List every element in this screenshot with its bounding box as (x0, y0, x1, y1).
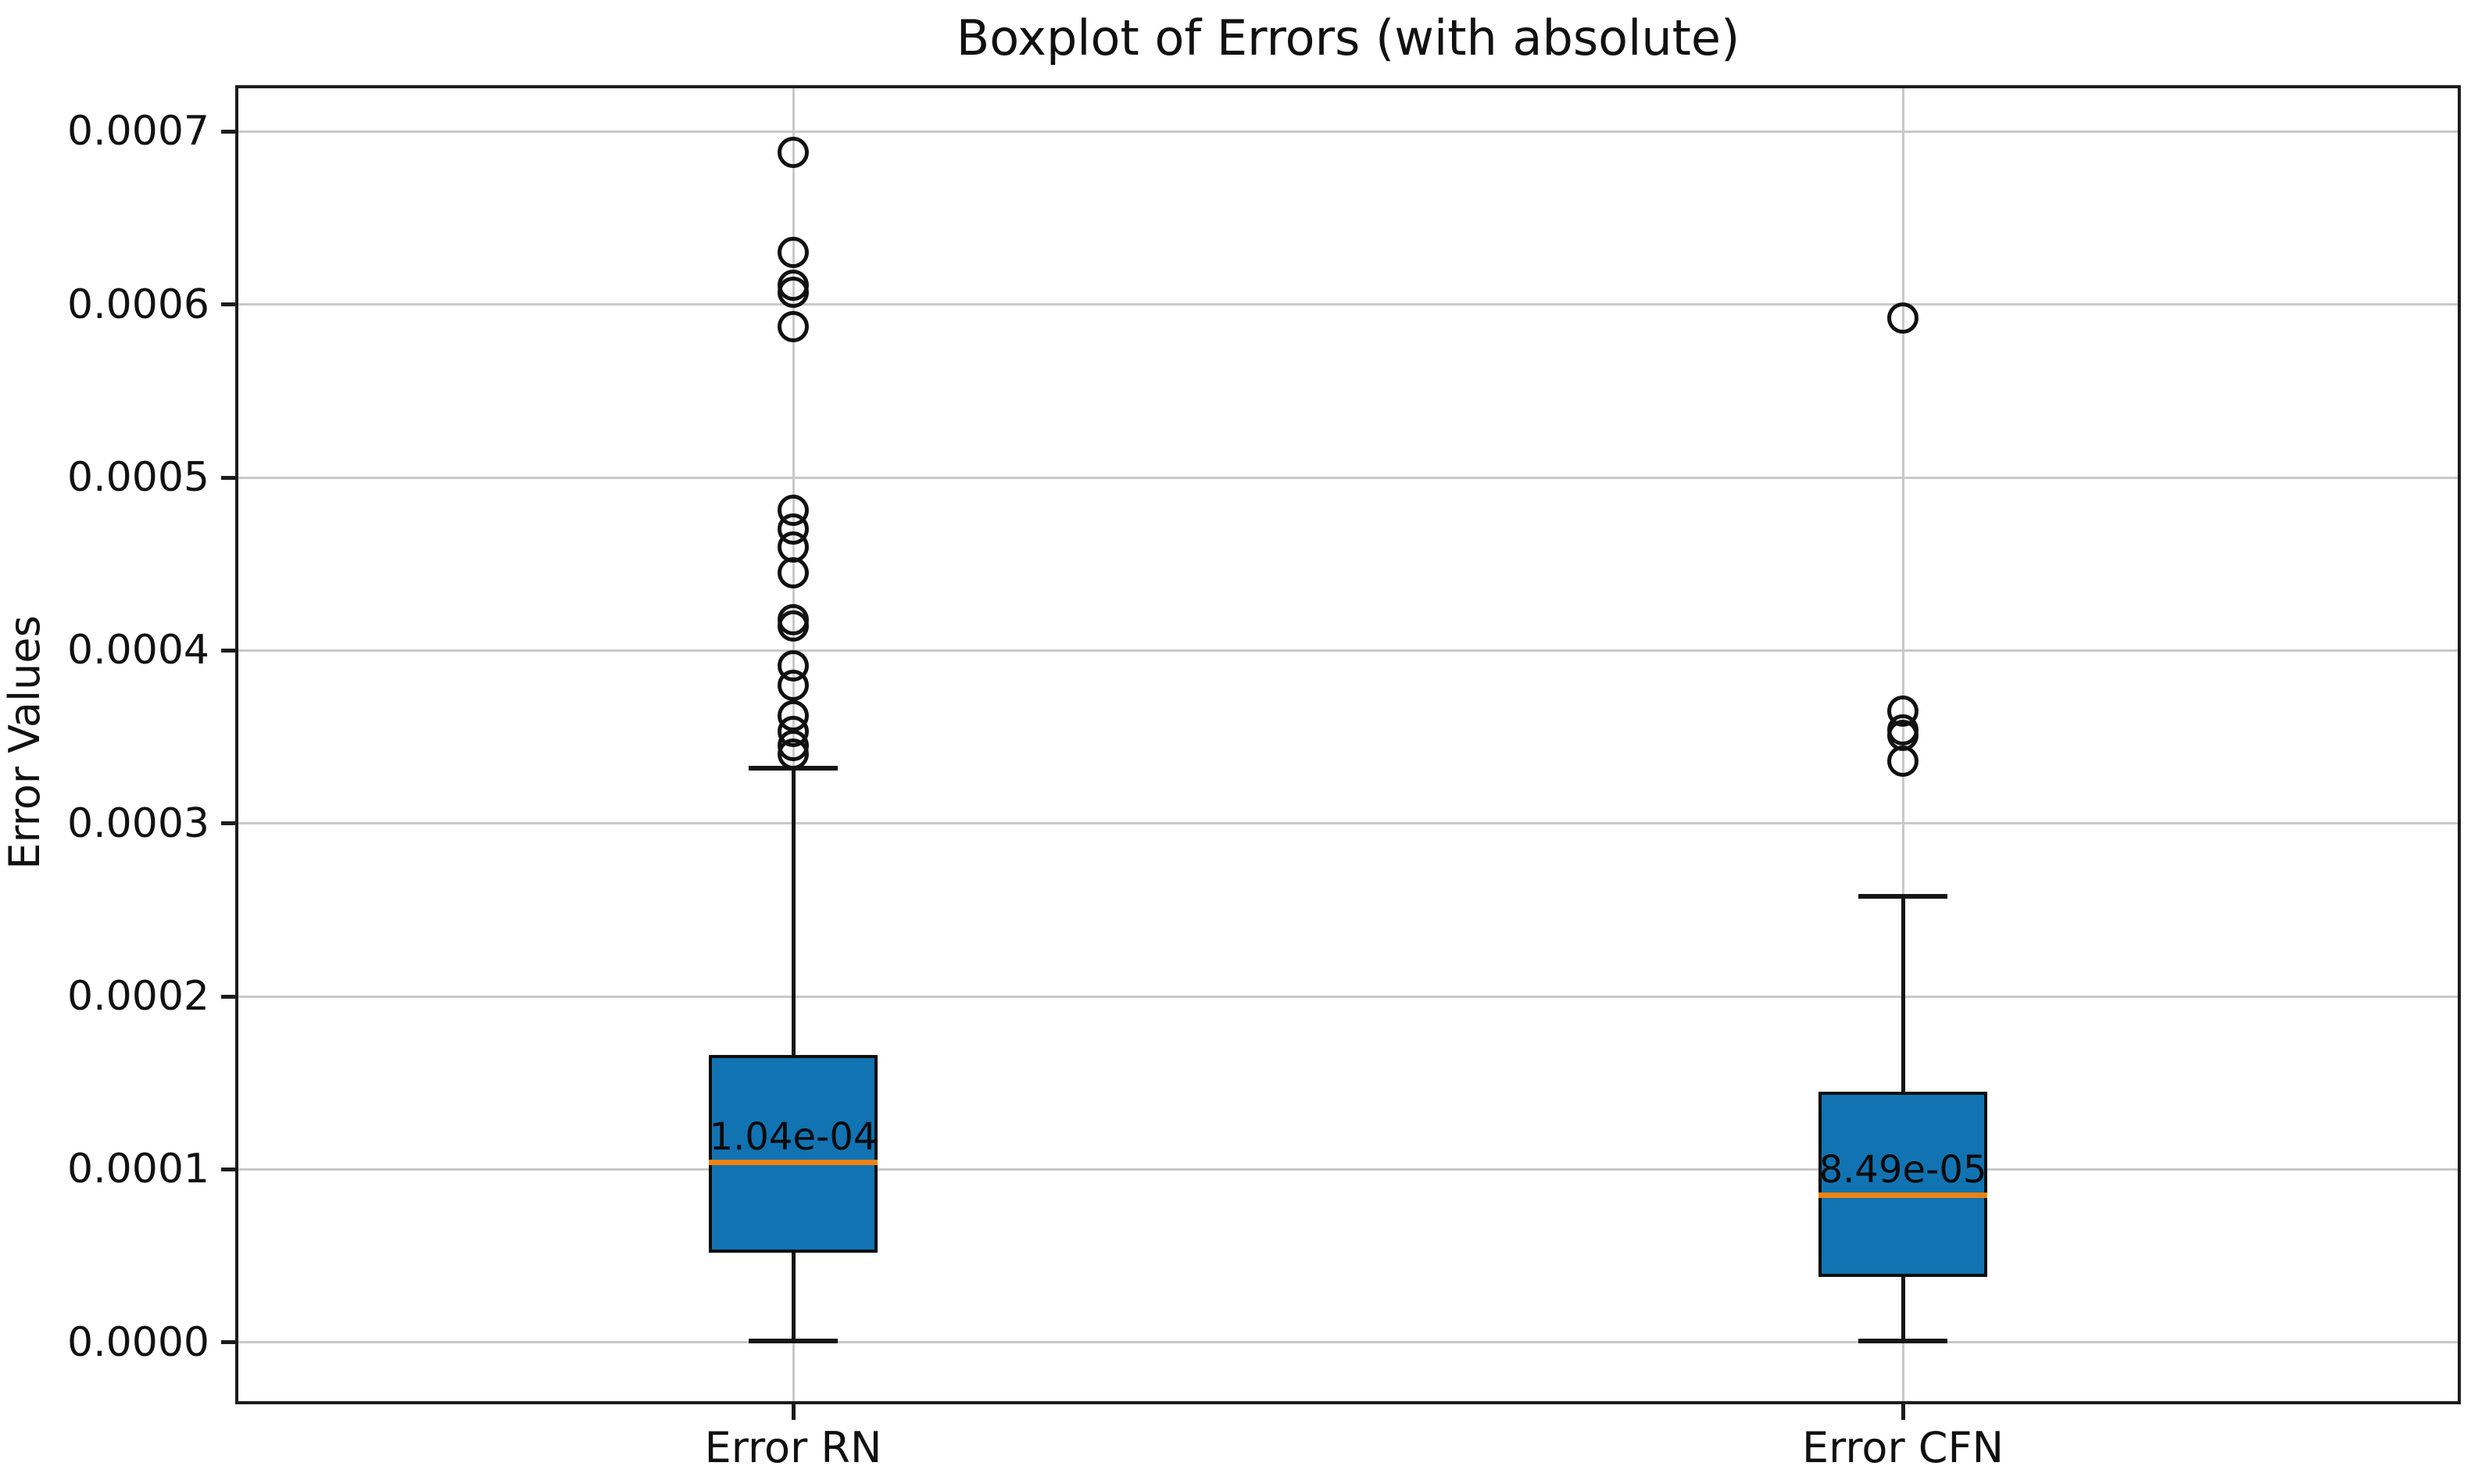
y-tick-mark (221, 1167, 238, 1171)
y-gridline (238, 476, 2458, 479)
chart-title: Boxplot of Errors (with absolute) (956, 9, 1740, 66)
y-tick-label: 0.0006 (67, 281, 209, 328)
median-annotation: 1.04e-04 (709, 1114, 878, 1159)
y-tick-label: 0.0004 (67, 627, 209, 674)
y-gridline (238, 995, 2458, 998)
y-tick-mark (221, 1340, 238, 1345)
median-line (1818, 1193, 1987, 1199)
y-gridline (238, 303, 2458, 306)
x-tick-mark (791, 1404, 796, 1420)
median-annotation: 8.49e-05 (1818, 1147, 1987, 1192)
y-gridline (238, 1341, 2458, 1344)
box-cfn (1818, 1091, 1987, 1277)
y-tick-label: 0.0007 (67, 108, 209, 156)
outlier-marker (1887, 302, 1919, 334)
y-tick-label: 0.0005 (67, 454, 209, 502)
x-tick-label: Error RN (704, 1423, 882, 1472)
outlier-marker (778, 556, 809, 588)
outlier-marker (778, 610, 809, 642)
y-tick-label: 0.0001 (67, 1146, 209, 1193)
y-tick-mark (221, 994, 238, 999)
outlier-marker (778, 277, 809, 309)
lower-whisker (791, 1252, 796, 1341)
y-tick-mark (221, 475, 238, 480)
upper-whisker (1901, 896, 1905, 1092)
y-tick-mark (221, 302, 238, 307)
lower-whisker-cap (749, 1338, 838, 1343)
upper-whisker (791, 767, 796, 1056)
y-gridline (238, 649, 2458, 652)
upper-whisker-cap (1858, 893, 1947, 899)
median-line (709, 1160, 878, 1166)
outlier-marker (778, 136, 809, 168)
y-tick-mark (221, 648, 238, 653)
x-tick-label: Error CFN (1802, 1423, 2004, 1472)
y-gridline (238, 822, 2458, 825)
outlier-marker (1887, 746, 1919, 778)
y-tick-label: 0.0003 (67, 799, 209, 847)
outlier-marker (778, 669, 809, 701)
lower-whisker-cap (1858, 1338, 1947, 1343)
plot-area: 1.04e-04 8.49e-05 (235, 85, 2461, 1404)
y-gridline (238, 130, 2458, 133)
y-tick-label: 0.0002 (67, 973, 209, 1021)
x-tick-mark (1901, 1404, 1905, 1420)
y-tick-label: 0.0000 (67, 1318, 209, 1366)
outlier-marker (778, 237, 809, 269)
y-tick-mark (221, 129, 238, 134)
y-axis-label: Error Values (0, 615, 49, 870)
outlier-marker (778, 311, 809, 343)
y-tick-mark (221, 821, 238, 826)
lower-whisker (1901, 1276, 1905, 1341)
y-gridline (238, 1168, 2458, 1171)
outlier-marker (778, 738, 809, 771)
box-rn (709, 1055, 878, 1253)
